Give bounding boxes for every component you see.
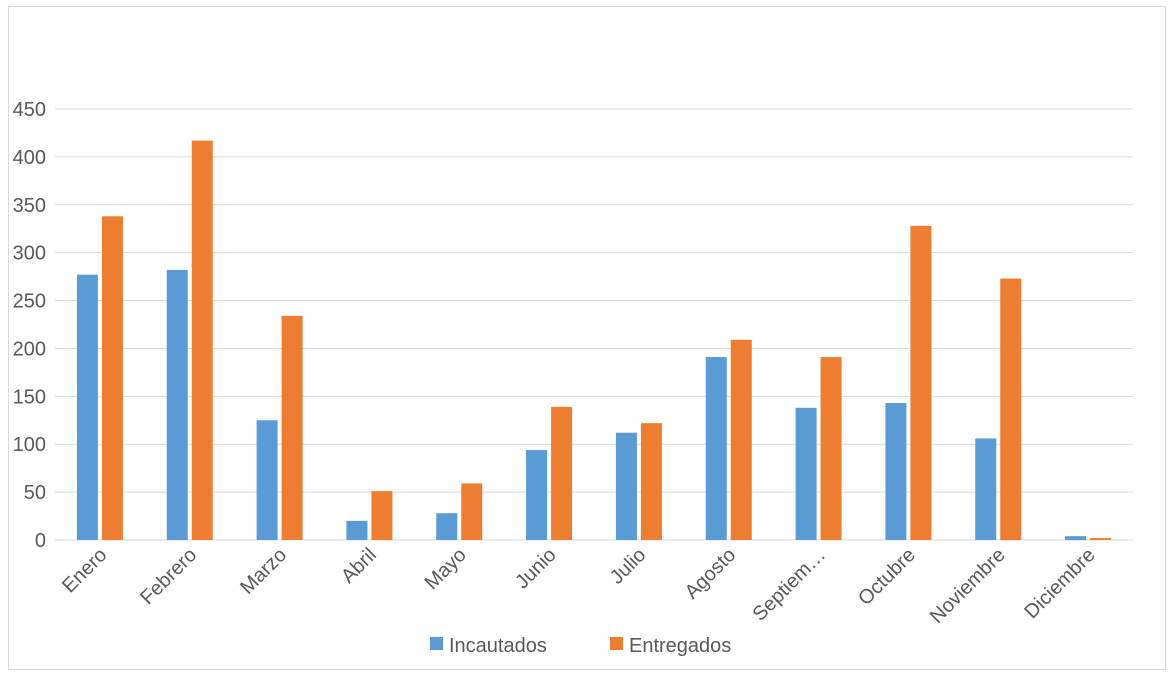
gridlines	[55, 108, 1133, 541]
x-tick-label: Febrero	[136, 544, 201, 609]
legend-label-entregados: Entregados	[629, 635, 731, 657]
bar-incautados-julio	[615, 432, 637, 540]
legend: Incautados Entregados	[430, 635, 731, 657]
y-tick-label: 0	[35, 530, 46, 552]
x-tick-label: Octubre	[854, 544, 920, 610]
bar-incautados-junio	[526, 449, 548, 540]
bar-incautados-marzo	[256, 420, 278, 540]
bar-incautados-noviembre	[975, 438, 997, 540]
bar-entregados-junio	[551, 406, 573, 540]
bar-entregados-enero	[101, 216, 123, 540]
bar-incautados-diciembre	[1065, 536, 1087, 540]
bar-incautados-enero	[76, 274, 98, 540]
bars	[76, 140, 1112, 541]
x-tick-label: Julio	[606, 544, 651, 589]
y-tick-label: 250	[13, 291, 46, 313]
x-tick-label: Marzo	[236, 544, 291, 599]
x-tick-label: Noviembre	[926, 544, 1010, 628]
x-tick-label: Diciembre	[1020, 544, 1099, 623]
bar-entregados-febrero	[191, 140, 213, 540]
x-tick-label: Mayo	[421, 544, 471, 594]
y-axis-ticks: 0 50 100 150 200 250 300 350 400 450	[13, 99, 46, 552]
y-tick-label: 50	[24, 482, 46, 504]
y-tick-label: 200	[13, 338, 46, 360]
y-tick-label: 350	[13, 195, 46, 217]
x-tick-label: Junio	[511, 544, 560, 593]
x-axis-labels: Enero Febrero Marzo Abril Mayo Junio Julio Agos…	[58, 544, 1099, 628]
legend-label-incautados: Incautados	[449, 635, 547, 657]
bar-entregados-septiem	[820, 357, 842, 540]
bar-incautados-abril	[346, 520, 368, 540]
bar-entregados-agosto	[730, 339, 752, 540]
bar-entregados-abril	[371, 491, 393, 540]
bar-incautados-octubre	[885, 403, 907, 540]
bar-incautados-agosto	[705, 357, 727, 540]
bar-entregados-julio	[640, 423, 662, 540]
bar-incautados-febrero	[166, 269, 188, 540]
bar-incautados-septiem	[795, 407, 817, 540]
x-tick-label: Enero	[58, 544, 111, 597]
y-tick-label: 100	[13, 434, 46, 456]
bar-entregados-marzo	[281, 315, 303, 540]
x-tick-label: Abril	[337, 544, 381, 588]
x-tick-label: Septiem…	[749, 544, 831, 626]
bar-entregados-diciembre	[1090, 538, 1112, 540]
legend-swatch-incautados	[430, 637, 443, 650]
bar-entregados-octubre	[910, 225, 932, 541]
bar-entregados-noviembre	[1000, 278, 1022, 540]
bar-incautados-mayo	[436, 513, 458, 540]
x-tick-label: Agosto	[681, 544, 741, 604]
y-tick-label: 400	[13, 147, 46, 169]
bar-entregados-mayo	[461, 483, 483, 540]
y-tick-label: 450	[13, 99, 46, 121]
y-tick-label: 300	[13, 243, 46, 265]
legend-swatch-entregados	[610, 637, 623, 650]
y-tick-label: 150	[13, 386, 46, 408]
